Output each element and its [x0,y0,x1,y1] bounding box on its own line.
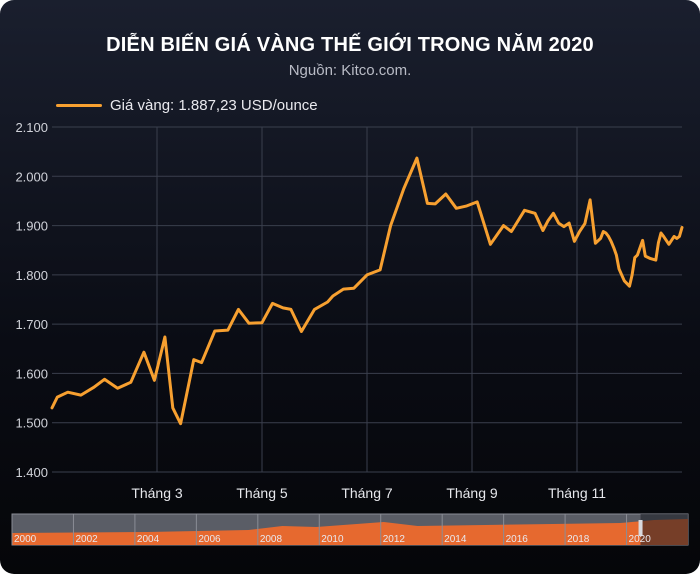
navigator-year-label: 2006 [198,534,221,545]
y-tick-label: 1.400 [15,465,48,480]
y-tick-label: 1.900 [15,219,48,234]
navigator-year-label: 2008 [260,534,283,545]
navigator-year-label: 2018 [567,534,590,545]
y-tick-label: 2.000 [15,169,48,184]
x-tick-label: Tháng 9 [446,485,498,501]
navigator-year-label: 2002 [75,534,98,545]
navigator-selection[interactable] [640,514,688,545]
chart-title: DIỄN BIẾN GIÁ VÀNG THẾ GIỚI TRONG NĂM 20… [106,34,594,56]
navigator-year-label: 2010 [321,534,344,545]
legend[interactable]: Giá vàng: 1.887,23 USD/ounce [56,97,318,114]
y-tick-label: 2.100 [15,120,48,135]
navigator-year-label: 2012 [383,534,406,545]
y-tick-label: 1.600 [15,366,48,381]
navigator-year-label: 2016 [506,534,529,545]
navigator-handle[interactable] [638,520,643,536]
navigator-year-label: 2000 [14,534,37,545]
x-tick-label: Tháng 3 [131,485,183,501]
y-tick-label: 1.700 [15,317,48,332]
x-tick-label: Tháng 5 [236,485,288,501]
y-tick-label: 1.800 [15,268,48,283]
navigator-year-label: 2004 [137,534,160,545]
y-tick-label: 1.500 [15,416,48,431]
x-tick-label: Tháng 7 [341,485,393,501]
legend-swatch [56,104,102,107]
gold-price-line[interactable] [50,156,684,426]
legend-label: Giá vàng: 1.887,23 USD/ounce [110,97,318,114]
x-tick-label: Tháng 11 [548,485,606,501]
navigator-year-label: 2014 [444,534,467,545]
navigator-area [12,519,688,545]
chart-source: Nguồn: Kitco.com. [288,62,412,79]
navigator-year-label: 2020 [629,534,652,545]
